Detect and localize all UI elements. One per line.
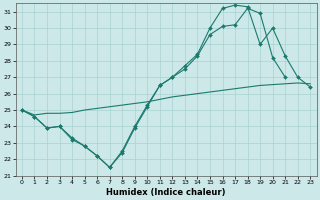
X-axis label: Humidex (Indice chaleur): Humidex (Indice chaleur) <box>106 188 226 197</box>
